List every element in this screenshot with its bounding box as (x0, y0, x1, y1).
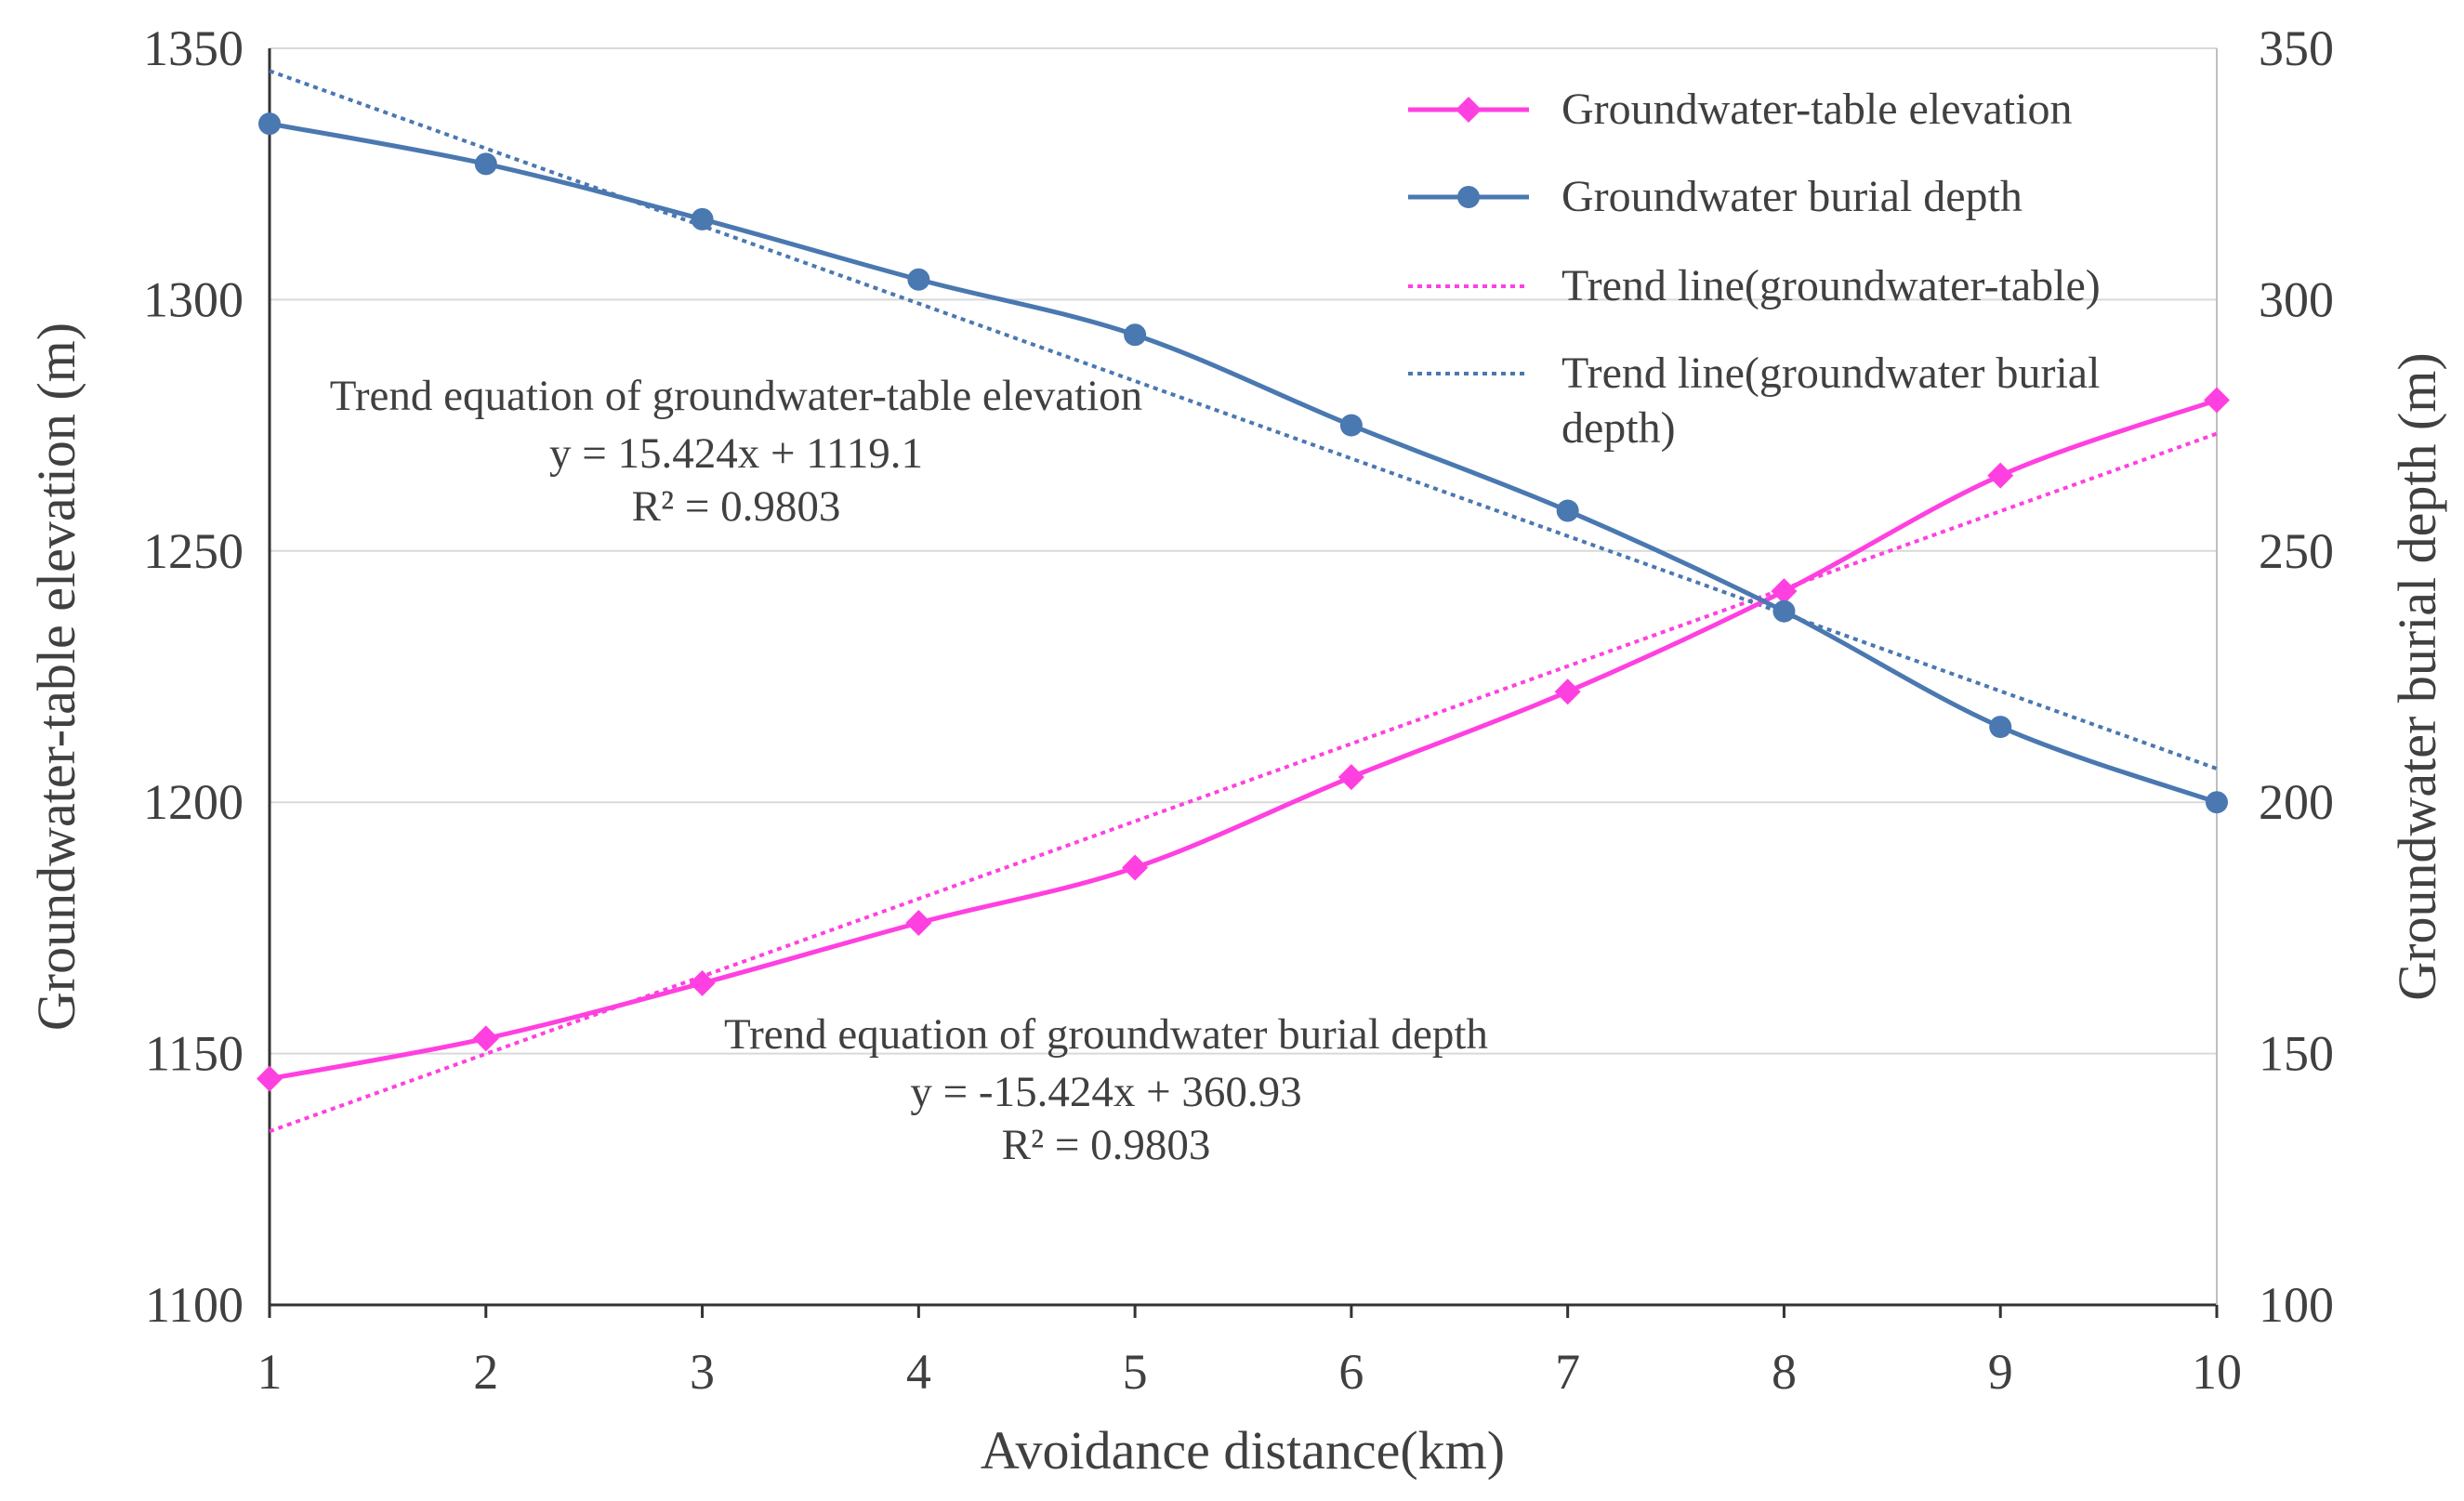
burial-depth-point (1124, 323, 1147, 347)
legend-marker-circle (1457, 186, 1480, 208)
annotation-line: y = -15.424x + 360.93 (910, 1068, 1301, 1116)
trend-line-burial-depth (269, 69, 2218, 770)
burial-depth-point (1339, 414, 1363, 437)
series-line-elevation (269, 398, 2218, 1082)
y-right-tick-label: 350 (2259, 20, 2334, 76)
y-right-tick-label: 300 (2259, 271, 2334, 327)
annotation-line: Trend equation of groundwater burial dep… (724, 1010, 1488, 1059)
elevation-point (1987, 462, 2014, 489)
gridlines (270, 47, 2217, 1055)
data-series (257, 112, 2230, 1092)
x-tick-label: 6 (1338, 1344, 1364, 1400)
elevation-point (689, 969, 716, 996)
burial-depth-point (1556, 499, 1579, 522)
burial-depth-point (1989, 716, 2012, 739)
x-axis-title: Avoidance distance(km) (981, 1420, 1505, 1481)
x-tick-label: 1 (257, 1344, 283, 1400)
burial-depth-point (907, 268, 930, 291)
legend-label-elevation: Groundwater-table elevation (1561, 85, 2072, 134)
trend-line-elevation (269, 431, 2218, 1134)
y-axis-right-title: Groundwater burial depth (m) (2387, 352, 2447, 1000)
elevation-point (1554, 678, 1581, 705)
trend-lines (269, 69, 2218, 1134)
annotation-line: R² = 0.9803 (632, 482, 841, 531)
burial-depth-point (474, 152, 497, 176)
burial-depth-point (2206, 791, 2228, 814)
y-right-tick-label: 250 (2259, 523, 2334, 579)
x-tick-label: 7 (1555, 1344, 1580, 1400)
burial-depth-point (258, 112, 281, 136)
x-tick-label: 10 (2192, 1344, 2242, 1400)
y-right-tick-label: 150 (2259, 1026, 2334, 1082)
x-tick-label: 5 (1123, 1344, 1148, 1400)
y-left-tick-label: 1350 (143, 20, 244, 76)
legend-label-burial-depth: Groundwater burial depth (1561, 172, 2023, 221)
axis-ticks: 1100115012001250130013501001502002503003… (143, 20, 2334, 1400)
legend-label-trend-burial-depth-cont: depth) (1561, 403, 1676, 453)
elevation-point (257, 1065, 283, 1092)
x-tick-label: 4 (906, 1344, 931, 1400)
elevation-point (905, 909, 932, 936)
y-axis-left-title: Groundwater-table elevation (m) (26, 323, 86, 1031)
elevation-point (1337, 764, 1364, 791)
annotation-line: y = 15.424x + 1119.1 (549, 429, 923, 478)
y-left-tick-label: 1150 (145, 1026, 244, 1082)
y-right-tick-label: 100 (2259, 1277, 2334, 1333)
burial-depth-point (691, 207, 714, 230)
annotation-line: Trend equation of groundwater-table elev… (330, 372, 1142, 420)
trend-equation-annotation-elevation: Trend equation of groundwater-table elev… (330, 372, 1142, 531)
legend: Groundwater-table elevation Groundwater … (1408, 85, 2101, 453)
elevation-point (1771, 578, 1798, 605)
y-left-tick-label: 1200 (143, 774, 244, 830)
y-left-tick-label: 1300 (143, 271, 244, 327)
elevation-point (2204, 387, 2230, 414)
y-left-tick-label: 1100 (145, 1277, 244, 1333)
x-tick-label: 9 (1988, 1344, 2013, 1400)
x-tick-label: 2 (473, 1344, 498, 1400)
burial-depth-point (1772, 599, 1796, 623)
x-tick-label: 3 (690, 1344, 715, 1400)
elevation-point (472, 1025, 499, 1052)
y-left-tick-label: 1250 (143, 523, 244, 579)
elevation-point (1122, 854, 1149, 881)
trend-equation-annotation-burial-depth: Trend equation of groundwater burial dep… (724, 1010, 1488, 1169)
x-tick-label: 8 (1772, 1344, 1797, 1400)
series-line-burial-depth (269, 121, 2218, 805)
annotation-line: R² = 0.9803 (1002, 1121, 1211, 1169)
legend-marker-diamond (1456, 97, 1482, 123)
legend-label-trend-burial-depth: Trend line(groundwater burial (1561, 349, 2100, 398)
y-right-tick-label: 200 (2259, 774, 2334, 830)
legend-label-trend-elevation: Trend line(groundwater-table) (1561, 261, 2101, 310)
